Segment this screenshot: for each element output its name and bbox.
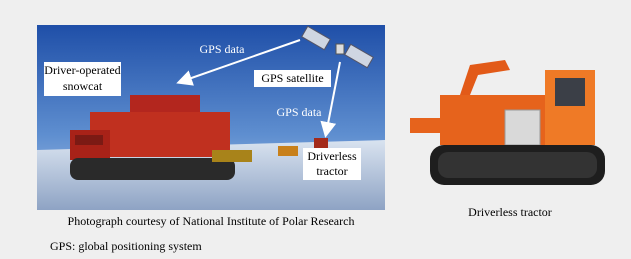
label: tractor <box>316 164 347 178</box>
photo-caption: Photograph courtesy of National Institut… <box>68 214 355 228</box>
snowcat-track <box>70 158 235 180</box>
snowcat-grille <box>75 135 103 145</box>
label: Driver-operated <box>44 63 120 77</box>
sled <box>278 146 298 156</box>
page: GPS data GPS data Driver-operated snowca… <box>0 0 631 259</box>
figure: GPS data GPS data Driver-operated snowca… <box>0 0 631 259</box>
sled <box>212 150 252 162</box>
footnote: GPS: global positioning system <box>50 239 202 253</box>
image-caption: Driverless tractor <box>468 205 552 219</box>
label: GPS satellite <box>261 71 323 85</box>
snowcat-body <box>90 112 230 157</box>
label: Driverless <box>307 149 357 163</box>
label: GPS data <box>277 105 323 119</box>
label: snowcat <box>63 79 103 93</box>
label: GPS data <box>200 42 246 56</box>
photo: GPS data GPS data Driver-operated snowca… <box>37 25 385 210</box>
